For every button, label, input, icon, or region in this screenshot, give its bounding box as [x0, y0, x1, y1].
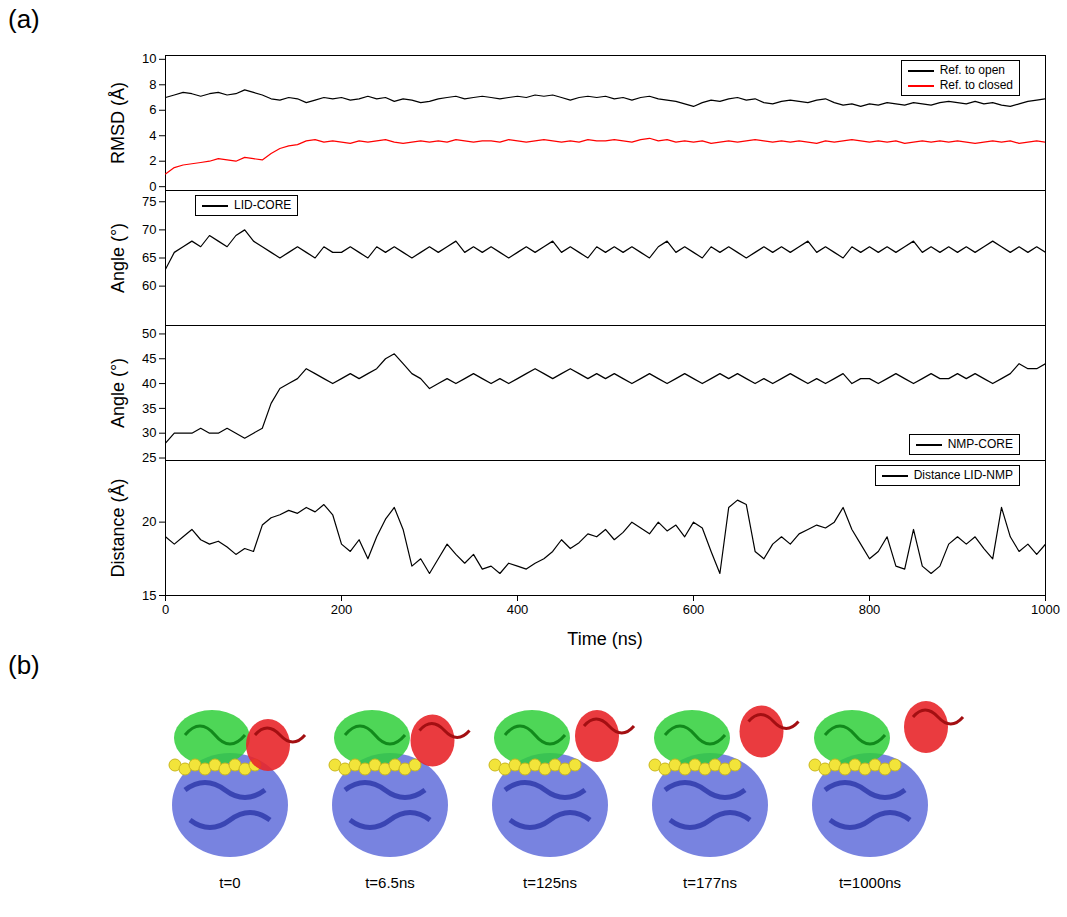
svg-text:800: 800 [859, 602, 881, 617]
svg-text:35: 35 [142, 401, 156, 416]
svg-text:t=177ns: t=177ns [683, 874, 737, 891]
svg-text:1000: 1000 [1031, 602, 1060, 617]
svg-text:t=125ns: t=125ns [523, 874, 577, 891]
html-text:LID-CORE: LID-CORE [234, 198, 292, 212]
html-text:(b): (b) [8, 650, 40, 680]
svg-text:10: 10 [142, 51, 156, 66]
svg-text:15: 15 [142, 588, 156, 603]
html-text:Distance LID-NMP: Distance LID-NMP [913, 468, 1013, 482]
svg-text:400: 400 [507, 602, 529, 617]
svg-text:60: 60 [142, 278, 156, 293]
svg-text:30: 30 [142, 425, 156, 440]
html-text:Ref. to closed: Ref. to closed [939, 78, 1013, 92]
svg-text:t=0: t=0 [219, 874, 240, 891]
html-text:Time (ns): Time (ns) [567, 629, 643, 649]
svg-text:200: 200 [331, 602, 353, 617]
svg-text:600: 600 [683, 602, 705, 617]
svg-text:75: 75 [142, 194, 156, 209]
svg-text:20: 20 [142, 514, 156, 529]
svg-text:0: 0 [162, 602, 169, 617]
svg-text:8: 8 [149, 77, 156, 92]
html-text:Ref. to open: Ref. to open [939, 63, 1005, 77]
svg-text:65: 65 [142, 250, 156, 265]
svg-text:40: 40 [142, 376, 156, 391]
html-text:Angle (°): Angle (°) [107, 222, 128, 293]
svg-text:4: 4 [149, 128, 156, 143]
html-text:Angle (°): Angle (°) [107, 357, 128, 428]
svg-text:t=1000ns: t=1000ns [839, 874, 901, 891]
svg-text:t=6.5ns: t=6.5ns [365, 874, 415, 891]
svg-text:50: 50 [142, 326, 156, 341]
svg-text:0: 0 [149, 179, 156, 194]
html-text:(a): (a) [8, 4, 40, 34]
html-text:RMSD (Å): RMSD (Å) [107, 81, 128, 164]
svg-text:6: 6 [149, 102, 156, 117]
svg-text:25: 25 [142, 450, 156, 465]
html-text:NMP-CORE: NMP-CORE [947, 437, 1013, 451]
svg-text:45: 45 [142, 351, 156, 366]
svg-text:2: 2 [149, 153, 156, 168]
html-text:Distance (Å): Distance (Å) [107, 478, 128, 577]
svg-text:70: 70 [142, 222, 156, 237]
